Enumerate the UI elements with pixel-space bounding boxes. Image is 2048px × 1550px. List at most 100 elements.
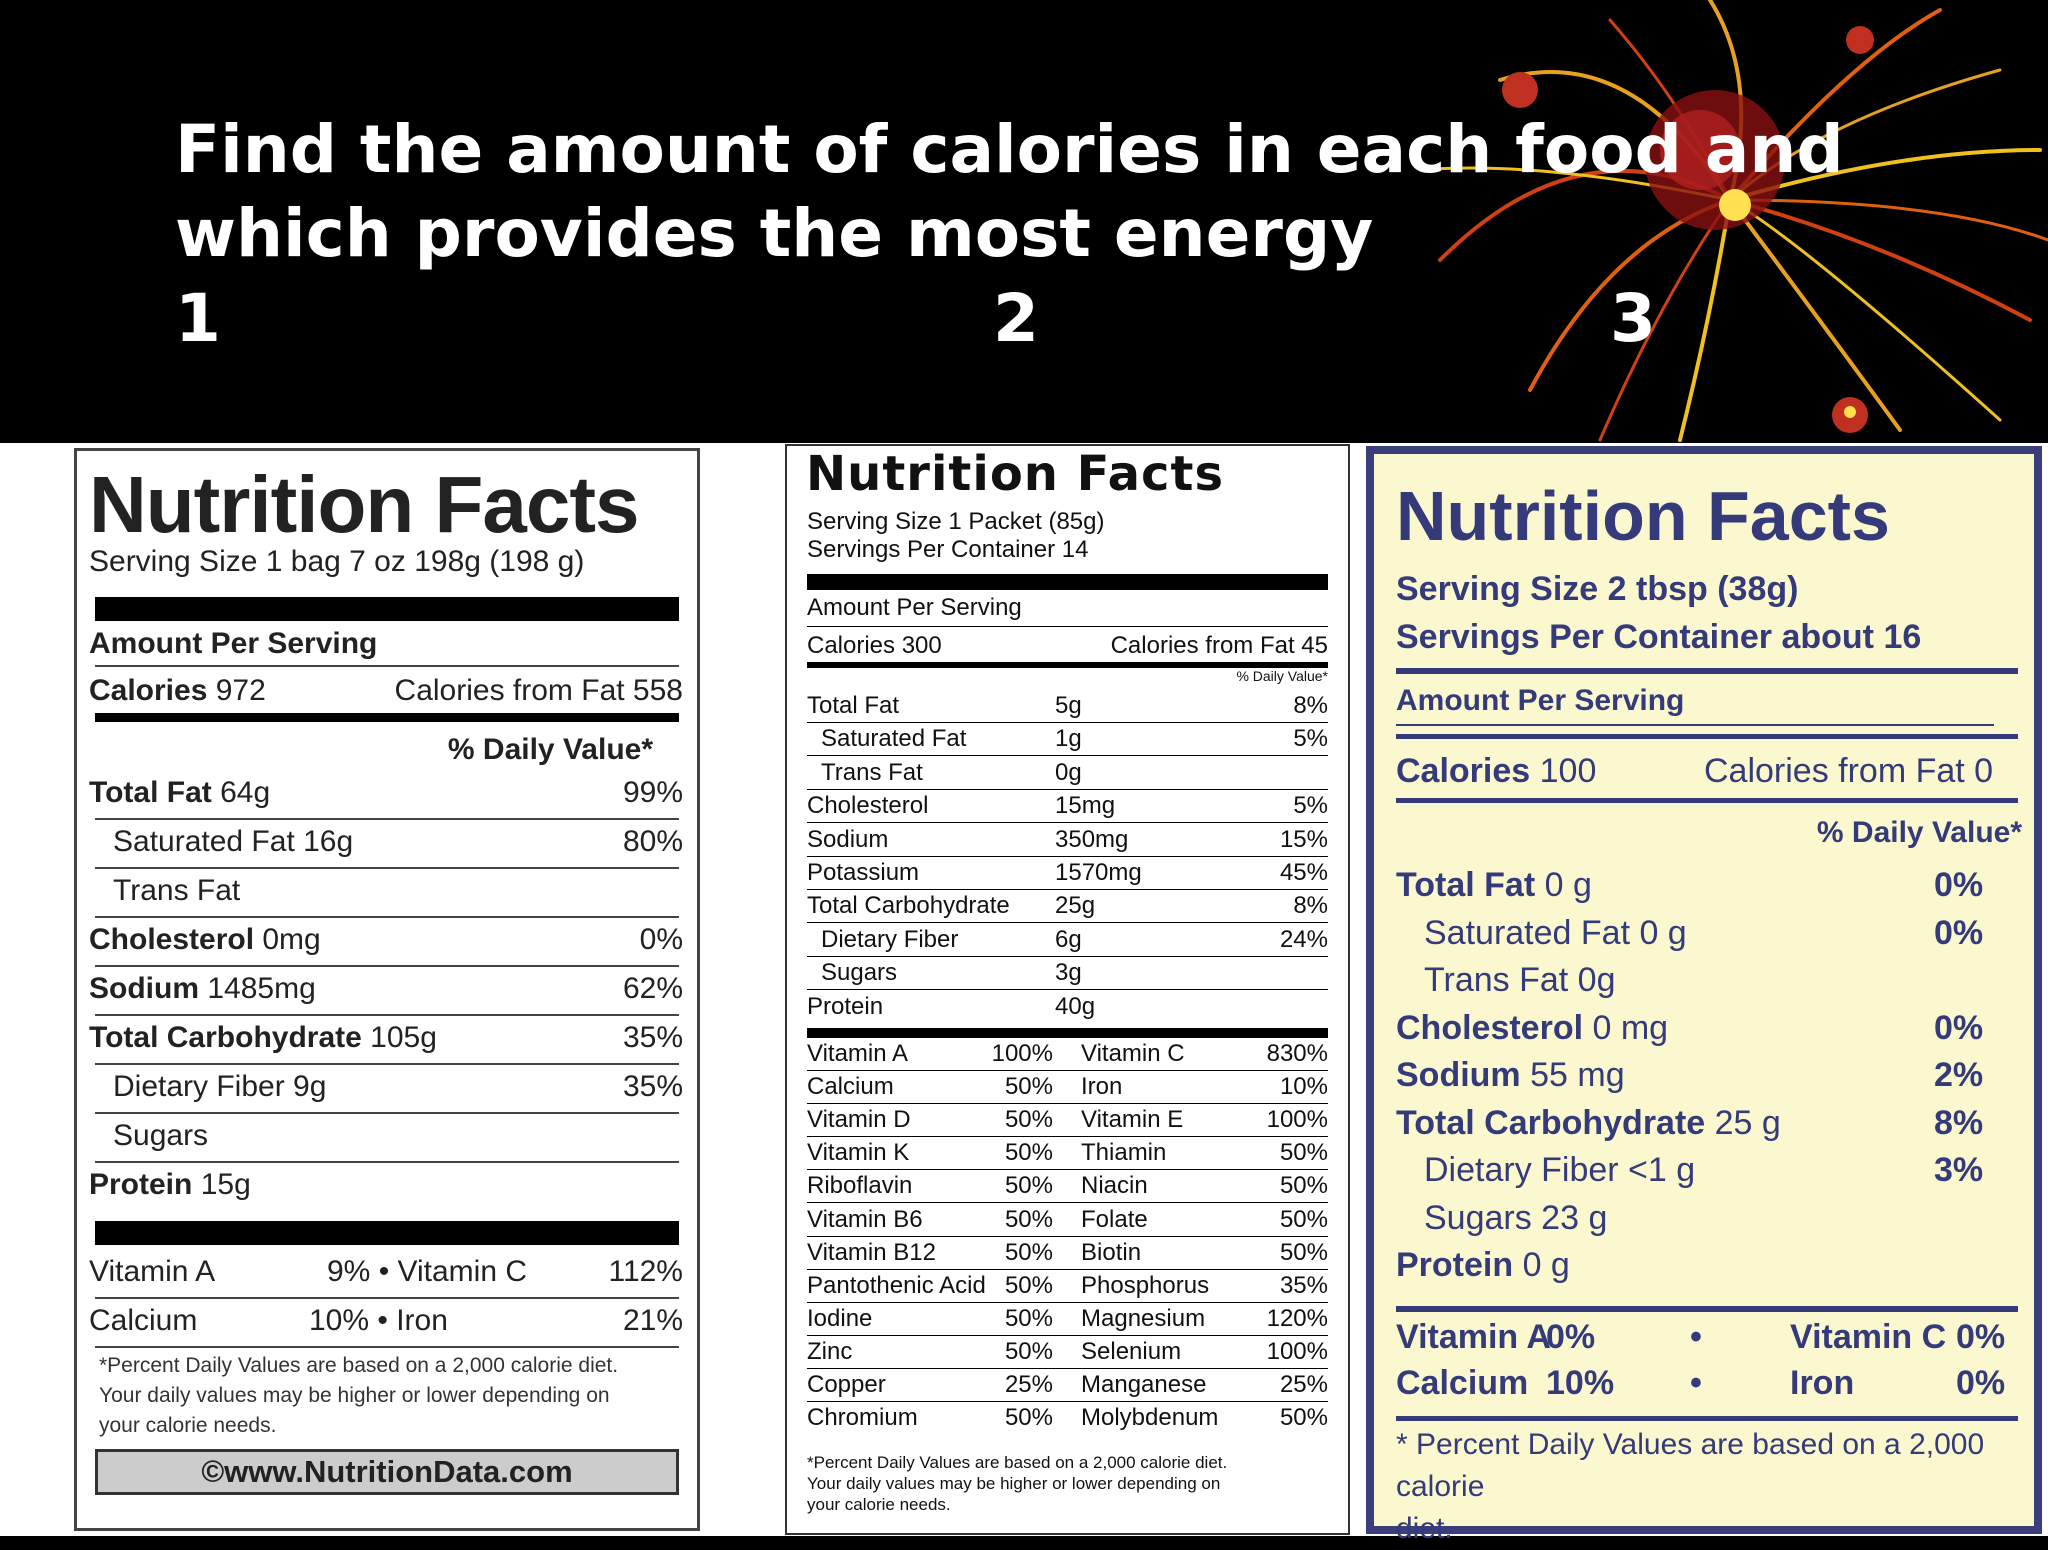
label1-nutrient-row: Dietary Fiber 9g [113, 1070, 326, 1104]
label2-vitamin-dv: 50% [1004, 1271, 1053, 1299]
label1-nutrient-row: Sugars [113, 1119, 208, 1153]
label1-nutrient-name: Trans Fat [113, 874, 241, 907]
label2-row-divider [807, 1268, 1328, 1270]
label2-row-divider [807, 755, 1328, 757]
label2-vitamin-name: Thiamin [1081, 1139, 1167, 1167]
label1-thick-bar [95, 597, 679, 621]
label2-vitamin-name: Zinc [807, 1337, 853, 1365]
label2-vitamin-name: Chromium [807, 1404, 918, 1432]
label2-row-divider [807, 722, 1328, 723]
label1-row-divider [95, 1161, 679, 1163]
label2-vitamin-name: Vitamin B6 [807, 1205, 923, 1233]
label2-vitamin-name: Pantothenic Acid [807, 1271, 986, 1299]
label3-nutrient-name: Protein [1396, 1246, 1514, 1284]
label3-nutrient-name: Trans Fat 0g [1424, 961, 1616, 999]
label2-vitamin-name: Vitamin C [1081, 1040, 1185, 1067]
label2-nutrient-name: Total Fat [807, 692, 900, 719]
label2-footnote-line: your calorie needs. [807, 1495, 951, 1514]
label3-bar-2 [1396, 734, 2018, 739]
label2-heading: Nutrition Facts [806, 446, 1225, 502]
label3-calories-from-fat: Calories from Fat 0 [1704, 752, 1994, 790]
label1-nutrient-row: Cholesterol 0mg [89, 923, 321, 957]
label3-nutrient-dv: 0% [1934, 866, 1984, 904]
label2-vitamin-dv: 50% [1004, 1304, 1053, 1332]
label3-nutrient-amount: 55 mg [1530, 1056, 1625, 1094]
label2-nutrient-amount: 3g [1055, 959, 1082, 987]
label2-nutrient-name: Saturated Fat [821, 725, 967, 753]
label1-dv-header: % Daily Value* [447, 733, 653, 766]
label1-nutrient-name: Total Fat [89, 776, 212, 809]
label2-row-divider [807, 822, 1328, 824]
label1-nutrient-row: Total Carbohydrate 105g [89, 1021, 437, 1055]
label1-nutrient-name: Total Carbohydrate [89, 1021, 362, 1054]
label2-vitamin-name: Biotin [1081, 1238, 1142, 1266]
label3-vitamin-dv: 0% [1956, 1318, 2006, 1356]
label3-calories-label: Calories [1396, 752, 1531, 790]
label1-medium-bar [95, 713, 679, 722]
label2-row-divider [807, 989, 1328, 991]
label2-row-divider [807, 889, 1328, 890]
label3-vitamin-dot: • [1690, 1318, 1702, 1356]
label2-nutrient-amount: 40g [1055, 992, 1096, 1020]
label3-dv-header: % Daily Value* [1816, 816, 2022, 849]
label2-row-divider [807, 922, 1328, 924]
label3-bar-3 [1396, 798, 2018, 803]
label2-row-divider [807, 1169, 1328, 1171]
label3-nutrient-dv: 0% [1934, 913, 1984, 952]
label2-vitamin-dv: 120% [1266, 1304, 1328, 1332]
label3-nutrient-row: Cholesterol 0 mg [1396, 1009, 1668, 1048]
label2-vitamin-name: Magnesium [1081, 1304, 1206, 1332]
label3-footnote-line: * Percent Daily Values are based on a 2,… [1396, 1428, 1985, 1503]
label2-vitamin-name: Calcium [807, 1073, 894, 1101]
slide-title: Find the amount of calories in each food… [175, 108, 1844, 276]
label2-servings-per-container: Servings Per Container 14 [807, 536, 1089, 563]
label2-footnote-line: Your daily values may be higher or lower… [807, 1474, 1221, 1493]
label2-nutrient-dv: 24% [1279, 925, 1328, 953]
label1-nutrient-amount: 1485mg [207, 972, 316, 1005]
label1-row-divider [95, 867, 679, 869]
label3-heading: Nutrition Facts [1396, 477, 1890, 555]
label2-dv-header: % Daily Value* [1236, 668, 1328, 684]
label1-nutrient-name: Sodium [89, 972, 199, 1005]
label2-vitamin-name: Niacin [1081, 1172, 1148, 1200]
label3-nutrient-amount: 0 g [1522, 1246, 1570, 1284]
label2-nutrient-dv: 5% [1293, 792, 1328, 820]
label3-footnote-line: diet. [1396, 1512, 1453, 1545]
label2-vitamin-name: Vitamin E [1081, 1106, 1184, 1134]
label2-vitamin-name: Iron [1081, 1073, 1123, 1101]
label3-bar-4 [1396, 1306, 2018, 1312]
label2-footnote-line: *Percent Daily Values are based on a 2,0… [807, 1453, 1228, 1472]
label1-nutrient-name: Saturated Fat 16g [113, 825, 354, 858]
label1-vitamin-right: 112% [608, 1255, 683, 1288]
label3-nutrient-dv: 8% [1934, 1103, 1984, 1142]
label1-nutrient-name: Protein [89, 1168, 193, 1201]
label2-row-divider [807, 855, 1328, 857]
label3-nutrient-dv: 2% [1934, 1056, 1984, 1094]
label1-row-divider [95, 1346, 679, 1348]
label1-vitamin-mid: 10% • Iron [309, 1304, 448, 1337]
label2-vitamin-dv: 50% [1004, 1238, 1053, 1266]
label3-nutrient-name: Saturated Fat 0 g [1424, 913, 1687, 952]
label2-amount-per-serving: Amount Per Serving [807, 594, 1022, 621]
label2-vitamin-name: Riboflavin [807, 1172, 913, 1200]
label1-nutrient-row: Protein 15g [89, 1168, 251, 1202]
label1-vitamin-right: 21% [622, 1304, 683, 1337]
label3-vitamin-dot: • [1690, 1364, 1702, 1402]
label2-vitamin-name: Vitamin B12 [807, 1238, 936, 1266]
label2-thick-bar [807, 574, 1328, 590]
label2-nutrient-name: Protein [807, 992, 884, 1020]
label3-nutrient-row: Sodium 55 mg [1396, 1056, 1625, 1095]
label3-nutrient-row: Saturated Fat 0 g [1424, 914, 1687, 953]
label2-thick-bar-2 [807, 1028, 1328, 1038]
label2-vitamin-dv: 100% [1266, 1337, 1328, 1365]
label3-footnote: * Percent Daily Values are based on a 2,… [1396, 1424, 2034, 1550]
label2-vitamin-name: Copper [807, 1371, 886, 1398]
label2-row-divider [807, 1103, 1328, 1105]
label2-nutrient-dv: 45% [1279, 859, 1328, 886]
label2-vitamin-dv: 50% [1004, 1337, 1053, 1365]
label1-nutrient-dv: 99% [622, 776, 683, 809]
label1-nutrient-dv: 62% [622, 972, 683, 1005]
label1-calories: Calories 972 [89, 674, 266, 708]
label2-row-divider [807, 1136, 1328, 1138]
label1-vitamin-left: Calcium [89, 1304, 198, 1337]
